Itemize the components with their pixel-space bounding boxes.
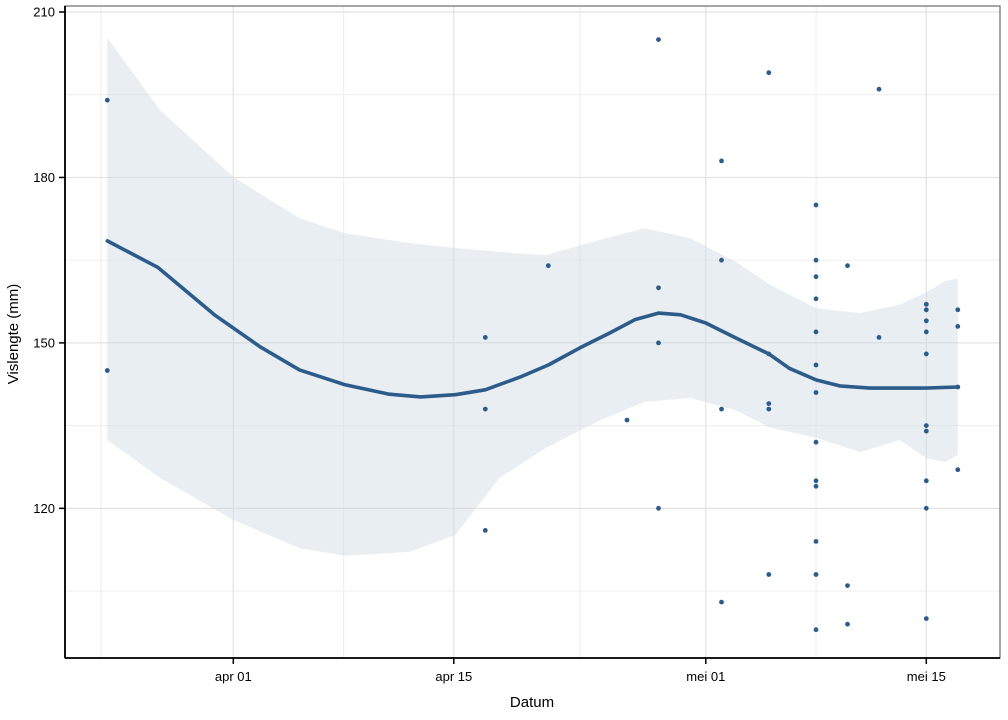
data-point <box>482 528 488 533</box>
data-point <box>766 406 772 412</box>
data-point <box>813 483 819 489</box>
confidence-band <box>107 37 958 556</box>
data-point <box>656 285 661 291</box>
data-point <box>719 599 724 605</box>
data-point <box>813 627 819 633</box>
data-point <box>813 439 819 445</box>
data-point <box>766 70 772 76</box>
x-tick-label: mei 01 <box>686 669 725 684</box>
y-tick-label: 120 <box>33 501 55 516</box>
data-point <box>923 318 929 324</box>
data-point <box>813 257 819 263</box>
data-point <box>766 401 772 406</box>
data-point <box>104 368 110 373</box>
y-tick-label: 150 <box>33 335 55 350</box>
x-tick-label: apr 01 <box>215 669 252 684</box>
data-point <box>923 307 929 313</box>
data-point <box>923 505 929 511</box>
data-point <box>813 329 819 335</box>
data-point <box>923 301 929 307</box>
data-point <box>876 86 882 92</box>
data-point <box>923 428 929 434</box>
data-point <box>813 539 819 544</box>
y-tick-label: 180 <box>33 170 55 185</box>
data-point <box>845 263 850 269</box>
data-point <box>813 296 819 302</box>
data-point <box>845 583 850 588</box>
data-point <box>923 478 929 484</box>
data-point <box>719 257 724 263</box>
x-tick-label: apr 15 <box>435 669 472 684</box>
data-point <box>955 324 961 329</box>
data-point <box>876 335 882 340</box>
data-point <box>719 158 724 164</box>
data-point <box>545 263 551 269</box>
data-point <box>624 417 630 423</box>
data-point <box>656 340 661 346</box>
data-point <box>766 351 772 357</box>
data-point <box>955 307 961 313</box>
data-point <box>845 621 850 627</box>
data-point <box>482 406 488 412</box>
data-point <box>813 274 819 280</box>
y-axis-title: Vislengte (mm) <box>5 284 22 385</box>
data-point <box>955 467 961 473</box>
data-point <box>482 335 488 340</box>
data-point <box>813 572 819 577</box>
data-point <box>955 384 961 390</box>
x-tick-label: mei 15 <box>907 669 946 684</box>
data-point <box>766 572 772 577</box>
data-point <box>719 406 724 412</box>
data-point <box>656 505 661 511</box>
smooth-line <box>105 239 960 399</box>
data-point <box>813 390 819 395</box>
x-axis-title: Datum <box>510 694 554 711</box>
data-point <box>813 202 819 208</box>
data-point <box>923 351 929 357</box>
data-point <box>923 616 929 621</box>
data-point <box>813 362 819 368</box>
data-point <box>923 423 929 428</box>
data-point <box>923 329 929 335</box>
data-point <box>813 478 819 484</box>
data-point <box>104 97 110 103</box>
data-point <box>656 37 661 42</box>
y-tick-label: 210 <box>33 5 55 20</box>
